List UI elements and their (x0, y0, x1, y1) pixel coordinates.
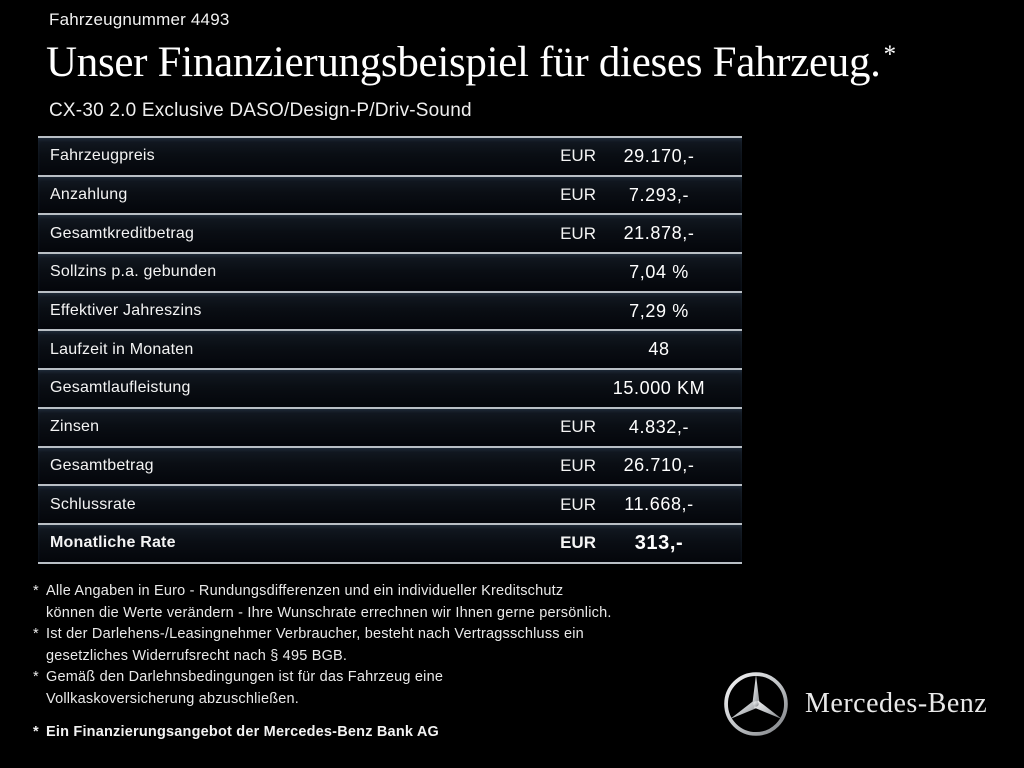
footnote-asterisk: * (33, 724, 39, 740)
row-currency: EUR (560, 417, 596, 437)
row-value: 26.710,- (623, 455, 695, 476)
row-value: 11.668,- (624, 494, 694, 515)
footnotes: * Alle Angaben in Euro - Rundungsdiffere… (33, 581, 743, 744)
table-row: Fahrzeugpreis EUR 29.170,- (38, 136, 742, 175)
footnote-text: Gemäß den Darlehnsbedingungen ist für da… (46, 669, 444, 707)
table-row: Laufzeit in Monaten 48 (38, 329, 742, 369)
footnote-asterisk: * (33, 669, 39, 685)
row-currency: EUR (560, 494, 596, 514)
brand-wordmark: Mercedes-Benz (805, 688, 988, 719)
row-value: 29.170,- (623, 145, 695, 166)
table-row: Gesamtkreditbetrag EUR 21.878,- (38, 213, 742, 253)
row-value: 15.000 KM (612, 377, 706, 398)
row-label: Schlussrate (50, 495, 136, 513)
row-currency: EUR (560, 533, 596, 553)
footnote: * Gemäß den Darlehnsbedingungen ist für … (33, 667, 743, 710)
row-currency: EUR (560, 223, 596, 243)
table-row: Schlussrate EUR 11.668,- (38, 484, 742, 523)
row-value: 48 (648, 339, 670, 360)
footnote-asterisk: * (33, 583, 39, 599)
row-label: Zinsen (50, 418, 100, 436)
brand-area: Mercedes-Benz (722, 670, 987, 738)
row-label: Gesamtlaufleistung (50, 379, 191, 397)
page-title-text: Unser Finanzierungsbeispiel für dieses F… (46, 39, 881, 86)
row-currency: EUR (560, 455, 596, 475)
table-row: Anzahlung EUR 7.293,- (38, 174, 742, 214)
vehicle-number: Fahrzeugnummer 4493 (49, 10, 230, 29)
row-currency: EUR (560, 185, 596, 205)
vehicle-model-subtitle: CX-30 2.0 Exclusive DASO/Design-P/Driv-S… (49, 100, 472, 121)
table-row: Monatliche Rate EUR 313,- (38, 522, 742, 562)
footnote-asterisk: * (33, 626, 39, 642)
mercedes-star-icon (724, 672, 788, 736)
row-currency: EUR (560, 146, 596, 166)
table-row: Effektiver Jahreszins 7,29 % (38, 290, 742, 330)
table-row: Gesamtbetrag EUR 26.710,- (38, 445, 742, 485)
row-value: 7,29 % (629, 300, 689, 321)
footnote: * Alle Angaben in Euro - Rundungsdiffere… (33, 581, 743, 624)
financing-table: Fahrzeugpreis EUR 29.170,- Anzahlung EUR… (38, 136, 742, 564)
row-value: 21.878,- (623, 223, 695, 244)
page-title: Unser Finanzierungsbeispiel für dieses F… (46, 38, 896, 87)
row-value: 7.293,- (628, 184, 690, 205)
row-label: Sollzins p.a. gebunden (50, 263, 217, 281)
table-row: Gesamtlaufleistung 15.000 KM (38, 368, 742, 407)
row-label: Monatliche Rate (50, 534, 176, 552)
row-value: 7,04 % (629, 261, 689, 282)
footnote: * Ein Finanzierungsangebot der Mercedes-… (33, 722, 743, 744)
footnote: * Ist der Darlehens-/Leasingnehmer Verbr… (33, 624, 743, 667)
footnote-text: Ein Finanzierungsangebot der Mercedes-Be… (46, 724, 439, 740)
title-asterisk: * (883, 41, 896, 68)
row-label: Laufzeit in Monaten (50, 340, 194, 358)
row-value: 4.832,- (628, 416, 690, 437)
row-label: Fahrzeugpreis (50, 147, 155, 165)
row-value: 313,- (634, 531, 684, 554)
footnote-text: Ist der Darlehens-/Leasingnehmer Verbrau… (46, 626, 584, 664)
row-label: Gesamtbetrag (50, 456, 154, 474)
row-label: Gesamtkreditbetrag (50, 224, 195, 242)
footnote-text: Alle Angaben in Euro - Rundungsdifferenz… (46, 583, 612, 621)
row-label: Anzahlung (50, 186, 128, 204)
table-row: Zinsen EUR 4.832,- (38, 406, 742, 446)
row-label: Effektiver Jahreszins (50, 302, 202, 320)
table-row: Sollzins p.a. gebunden 7,04 % (38, 252, 742, 291)
